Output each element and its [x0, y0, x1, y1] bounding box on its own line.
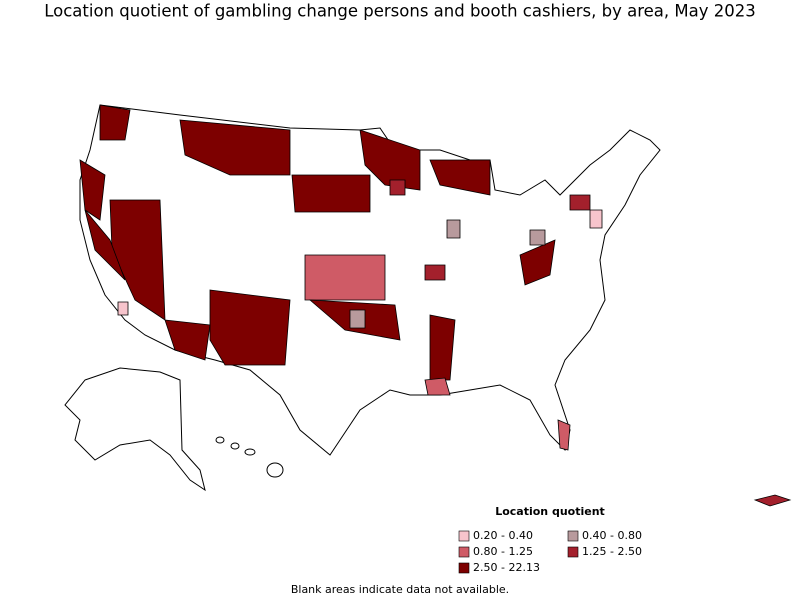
region — [164, 319, 211, 361]
region — [569, 194, 591, 211]
region — [424, 377, 451, 396]
region — [753, 494, 792, 507]
legend-label: 0.80 - 1.25 — [473, 545, 533, 558]
legend-swatch — [567, 530, 579, 542]
legend-swatch — [458, 530, 470, 542]
region — [291, 174, 371, 213]
legend: 0.20 - 0.40 0.40 - 0.80 0.80 - 1.25 1.25 - … — [458, 529, 642, 574]
map-title: Location quotient of gambling change per… — [44, 2, 756, 21]
region — [424, 264, 446, 281]
region — [589, 209, 603, 229]
region — [389, 179, 406, 196]
region — [349, 309, 366, 329]
region — [209, 289, 291, 366]
region — [79, 159, 106, 221]
hawaii-outline — [215, 436, 284, 478]
region — [99, 104, 131, 141]
region — [557, 419, 571, 451]
legend-swatch — [567, 546, 579, 558]
region — [179, 119, 291, 176]
region — [429, 159, 491, 196]
region — [109, 199, 166, 321]
region — [117, 301, 129, 316]
legend-swatch — [458, 546, 470, 558]
legend-title: Location quotient — [495, 505, 605, 518]
legend-label: 0.20 - 0.40 — [473, 529, 533, 542]
region — [529, 229, 546, 246]
region — [84, 209, 126, 281]
region — [446, 219, 461, 239]
region — [429, 314, 456, 381]
footnote: Blank areas indicate data not available. — [291, 583, 509, 596]
legend-label: 0.40 - 0.80 — [582, 529, 642, 542]
legend-label: 2.50 - 22.13 — [473, 561, 540, 574]
legend-swatch — [458, 562, 470, 574]
alaska-outline — [64, 367, 206, 492]
region — [304, 254, 386, 301]
legend-label: 1.25 - 2.50 — [582, 545, 642, 558]
map-regions — [79, 104, 792, 507]
